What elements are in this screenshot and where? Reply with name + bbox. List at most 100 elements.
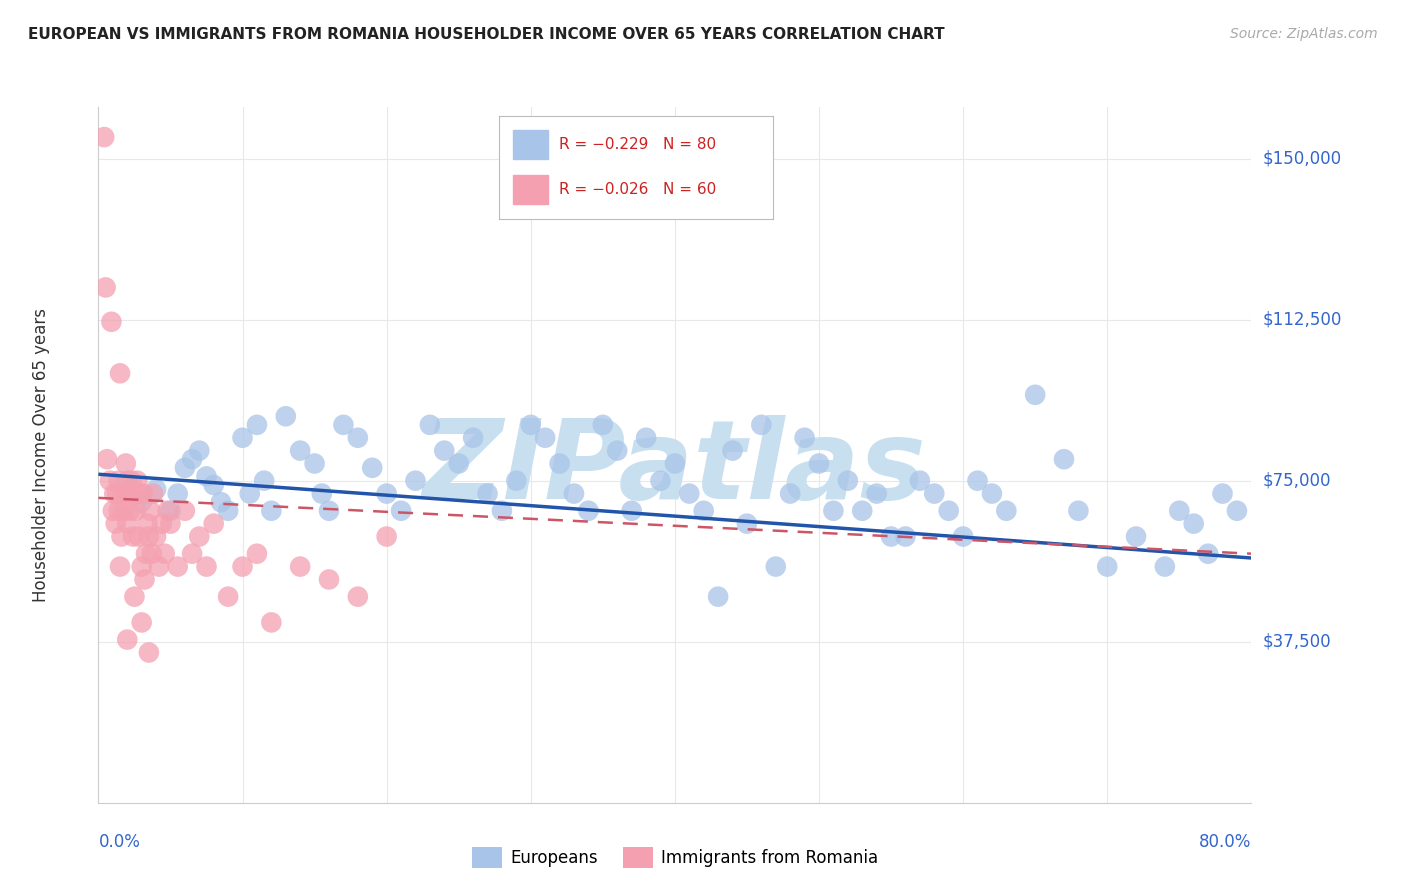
Point — [735, 516, 758, 531]
Point — [650, 474, 672, 488]
Bar — [513, 130, 548, 159]
Point — [1197, 547, 1219, 561]
Point — [145, 483, 167, 497]
Point — [110, 529, 132, 543]
Point — [866, 486, 889, 500]
Point — [107, 504, 129, 518]
Point — [131, 615, 153, 630]
Text: Source: ZipAtlas.com: Source: ZipAtlas.com — [1230, 27, 1378, 41]
Point — [419, 417, 441, 432]
Point — [156, 504, 179, 518]
Point — [807, 457, 830, 471]
Point — [823, 504, 845, 518]
Point — [908, 474, 931, 488]
Point — [606, 443, 628, 458]
Point — [1226, 504, 1249, 518]
Point — [101, 504, 124, 518]
Point — [108, 367, 131, 381]
Point — [107, 474, 129, 488]
Point — [505, 474, 527, 488]
Text: 0.0%: 0.0% — [98, 833, 141, 851]
Point — [108, 559, 131, 574]
Bar — [513, 176, 548, 204]
Point — [952, 529, 974, 543]
Point — [131, 559, 153, 574]
Point — [195, 559, 218, 574]
Point — [202, 516, 225, 531]
Point — [1097, 559, 1119, 574]
Point — [231, 431, 254, 445]
Text: R = −0.026   N = 60: R = −0.026 N = 60 — [560, 182, 717, 197]
Point — [966, 474, 988, 488]
Point — [166, 486, 188, 500]
Point — [793, 431, 815, 445]
Point — [721, 443, 744, 458]
Text: R = −0.229   N = 80: R = −0.229 N = 80 — [560, 137, 717, 153]
Point — [578, 504, 600, 518]
Point — [664, 457, 686, 471]
Point — [274, 409, 297, 424]
Point — [114, 457, 136, 471]
Point — [995, 504, 1018, 518]
Point — [332, 417, 354, 432]
Point — [209, 495, 232, 509]
Point — [592, 417, 614, 432]
Point — [1067, 504, 1090, 518]
Point — [1053, 452, 1076, 467]
Point — [534, 431, 557, 445]
Point — [136, 516, 159, 531]
Point — [120, 504, 142, 518]
Point — [491, 504, 513, 518]
Point — [520, 417, 543, 432]
Text: $150,000: $150,000 — [1263, 150, 1341, 168]
Point — [779, 486, 801, 500]
Point — [124, 486, 146, 500]
Point — [145, 529, 167, 543]
Point — [166, 559, 188, 574]
Point — [188, 529, 211, 543]
Point — [111, 486, 134, 500]
Point — [562, 486, 585, 500]
Point — [104, 516, 127, 531]
Point — [851, 504, 873, 518]
Point — [290, 443, 312, 458]
Point — [894, 529, 917, 543]
Point — [346, 431, 368, 445]
Text: 80.0%: 80.0% — [1199, 833, 1251, 851]
Point — [202, 478, 225, 492]
Point — [141, 547, 163, 561]
Point — [124, 590, 146, 604]
Point — [361, 460, 384, 475]
Point — [134, 573, 156, 587]
Point — [311, 486, 333, 500]
Point — [117, 474, 138, 488]
Point — [707, 590, 730, 604]
Point — [174, 460, 197, 475]
Text: ZIPatlas: ZIPatlas — [423, 416, 927, 523]
Point — [217, 590, 239, 604]
Point — [138, 529, 160, 543]
Text: EUROPEAN VS IMMIGRANTS FROM ROMANIA HOUSEHOLDER INCOME OVER 65 YEARS CORRELATION: EUROPEAN VS IMMIGRANTS FROM ROMANIA HOUS… — [28, 27, 945, 42]
Point — [636, 431, 658, 445]
Point — [142, 486, 165, 500]
Point — [461, 431, 484, 445]
Point — [318, 504, 340, 518]
Point — [1182, 516, 1205, 531]
Point — [405, 474, 427, 488]
Point — [922, 486, 945, 500]
Point — [693, 504, 716, 518]
Point — [131, 495, 153, 509]
Point — [94, 280, 117, 294]
Point — [290, 559, 312, 574]
Point — [122, 529, 145, 543]
Point — [765, 559, 787, 574]
Point — [837, 474, 859, 488]
Point — [1153, 559, 1175, 574]
Text: Householder Income Over 65 years: Householder Income Over 65 years — [32, 308, 49, 602]
Point — [135, 547, 157, 561]
Point — [246, 417, 269, 432]
Point — [239, 486, 262, 500]
Point — [1212, 486, 1234, 500]
Point — [981, 486, 1004, 500]
Point — [153, 547, 176, 561]
